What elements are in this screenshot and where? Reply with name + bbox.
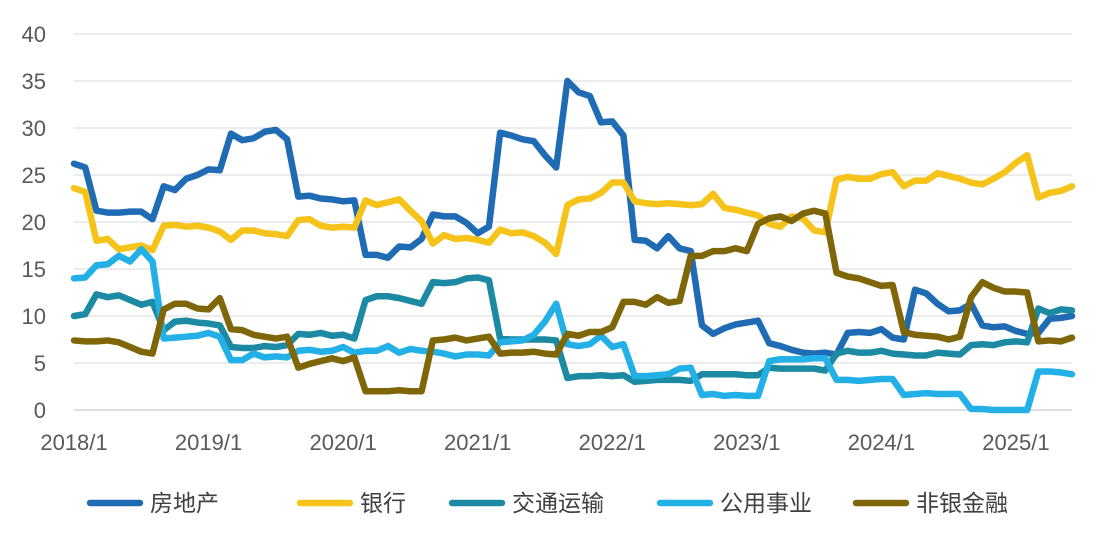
y-tick-label: 40 (22, 22, 46, 47)
legend-item: 房地产 (86, 491, 219, 517)
y-tick-label: 30 (22, 116, 46, 141)
legend-label: 非银金融 (916, 491, 1008, 517)
y-tick-label: 35 (22, 69, 46, 94)
series-line-5 (70, 207, 1076, 395)
x-axis-tick-labels: 2018/1 2019/1 2020/1 2021/1 2022/1 2023/1 2024… (40, 430, 1049, 455)
series-line-2 (70, 152, 1076, 258)
x-tick-label: 2021/1 (444, 430, 511, 455)
series-lines (70, 77, 1076, 414)
legend-item: 银行 (296, 491, 406, 517)
series-line-4 (70, 246, 1076, 414)
y-tick-label: 10 (22, 304, 46, 329)
y-tick-label: 25 (22, 163, 46, 188)
legend-label: 房地产 (150, 491, 219, 517)
legend-label: 公用事业 (720, 491, 812, 517)
x-tick-label: 2018/1 (40, 430, 107, 455)
x-tick-label: 2019/1 (175, 430, 242, 455)
x-tick-label: 2025/1 (982, 430, 1049, 455)
y-tick-label: 15 (22, 257, 46, 282)
x-tick-label: 2024/1 (848, 430, 915, 455)
x-tick-label: 2020/1 (309, 430, 376, 455)
y-tick-label: 20 (22, 210, 46, 235)
legend-item: 公用事业 (656, 491, 812, 517)
x-tick-label: 2023/1 (713, 430, 780, 455)
y-tick-label: 5 (34, 351, 46, 376)
y-axis-tick-labels: 0 5 10 15 20 25 30 35 40 (22, 22, 46, 423)
legend-label: 银行 (360, 491, 406, 517)
x-tick-label: 2022/1 (579, 430, 646, 455)
legend-item: 非银金融 (852, 491, 1008, 517)
series-line-3 (70, 274, 1076, 386)
legend-item: 交通运输 (448, 491, 604, 517)
y-tick-label: 0 (34, 398, 46, 423)
legend-label: 交通运输 (512, 491, 604, 517)
legend: 房地产 银行 交通运输 公用事业 非银金融 (86, 491, 1008, 517)
